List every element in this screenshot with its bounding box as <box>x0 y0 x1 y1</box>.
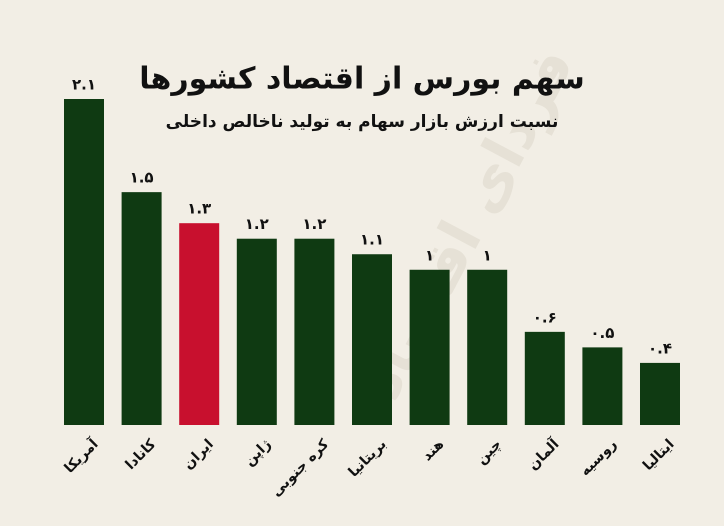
x-tick-label: بریتانیا <box>346 436 390 480</box>
bar <box>64 99 104 425</box>
x-tick-label: چین <box>473 436 504 467</box>
bar <box>409 269 450 425</box>
x-tick-label: ژاپن <box>241 436 274 469</box>
value-label: ۱ <box>425 246 434 264</box>
x-tick-label: آمریکا <box>60 434 102 476</box>
bar <box>179 223 220 425</box>
chart-title: سهم بورس از اقتصاد کشورها <box>139 62 584 97</box>
value-label: ۰.۵ <box>590 324 614 342</box>
x-tick-label: روسیه <box>577 436 620 479</box>
bar <box>640 362 680 425</box>
bar <box>121 192 162 425</box>
bar <box>294 238 335 425</box>
x-tick-label: ایران <box>180 436 216 472</box>
bar <box>524 331 565 425</box>
value-label: ۲.۱ <box>72 76 96 94</box>
value-label: ۰.۴ <box>648 339 672 357</box>
x-tick-label: ایتالیا <box>640 436 678 474</box>
value-label: ۱.۲ <box>302 215 326 233</box>
bar <box>582 347 623 425</box>
x-tick-label: کانادا <box>123 436 160 473</box>
value-label: ۱.۵ <box>130 169 154 187</box>
value-label: ۱.۱ <box>360 231 384 249</box>
x-tick-label: کره جنوبی <box>268 436 332 500</box>
value-label: ۰.۶ <box>533 308 557 326</box>
bar <box>467 269 508 425</box>
value-label: ۱ <box>483 246 492 264</box>
chart-subtitle: نسبت ارزش بازار سهام به تولید ناخالص داخ… <box>166 112 559 132</box>
value-label: ۱.۳ <box>187 200 211 218</box>
x-tick-label: هند <box>419 436 447 464</box>
bar <box>352 254 392 425</box>
x-tick-label: آلمان <box>524 434 563 473</box>
bar <box>236 238 277 425</box>
value-label: ۱.۲ <box>245 215 269 233</box>
